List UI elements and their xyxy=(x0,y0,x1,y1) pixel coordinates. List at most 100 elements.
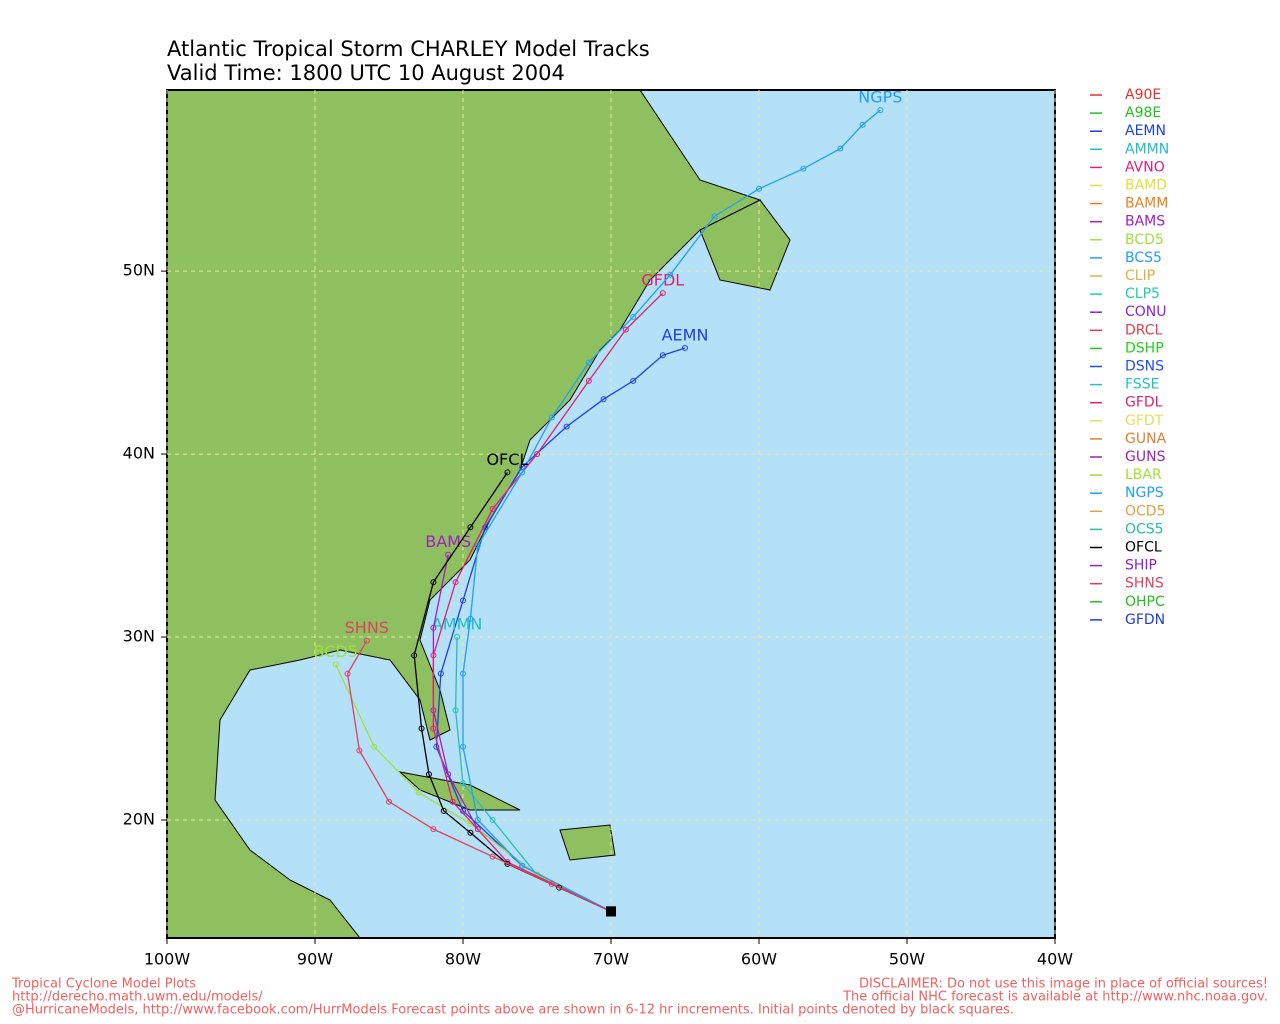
track-point xyxy=(460,780,466,787)
disclaimer: DISCLAIMER: Do not use this image in pla… xyxy=(859,977,1268,992)
footer: http://derecho.math.uwm.edu/models/ xyxy=(12,990,263,1005)
track-point xyxy=(430,579,437,586)
track-point xyxy=(877,107,884,114)
initial-point xyxy=(606,906,616,917)
legend-label: OHPC xyxy=(1125,594,1165,610)
track-point xyxy=(411,652,418,659)
x-tick-label: 40W xyxy=(1037,950,1073,969)
subtitle: Valid Time: 1800 UTC 10 August 2004 xyxy=(167,61,565,85)
track-point xyxy=(556,884,563,891)
track-point xyxy=(445,551,452,558)
track-point xyxy=(534,451,540,458)
track-point xyxy=(356,747,363,754)
legend-label: SHIP xyxy=(1125,558,1157,574)
legend-label: BAMD xyxy=(1125,178,1167,194)
legend-label: A90E xyxy=(1125,87,1161,103)
track-label: SHNS xyxy=(345,618,389,637)
footer: Tropical Cyclone Model Plots xyxy=(11,977,196,992)
track-point xyxy=(418,725,425,732)
legend-label: LBAR xyxy=(1125,467,1162,483)
track-point xyxy=(452,707,459,714)
track-point xyxy=(460,597,466,604)
track-point xyxy=(489,816,496,823)
x-tick-label: 50W xyxy=(889,950,925,969)
legend-label: AEMN xyxy=(1125,123,1166,139)
track-point xyxy=(585,377,592,384)
track-label: BAMS xyxy=(425,532,471,551)
track-point xyxy=(344,670,351,677)
legend-label: OCS5 xyxy=(1125,521,1164,537)
track-label: AEMN xyxy=(662,325,709,344)
legend-label: CLIP xyxy=(1125,268,1155,284)
track-point xyxy=(659,352,666,359)
legend-label: AMMN xyxy=(1125,141,1169,157)
track-point xyxy=(467,615,474,622)
track-point xyxy=(585,359,592,366)
tracks: AEMN AMMN BAMS BCD5 GFDL NGPS OFCL SHNS xyxy=(314,90,902,917)
legend-label: GUNS xyxy=(1125,449,1166,465)
legend-label: GUNA xyxy=(1125,431,1167,447)
legend-label: NGPS xyxy=(1125,485,1164,501)
track-point xyxy=(859,121,866,128)
track-point xyxy=(519,862,526,869)
track-point xyxy=(630,377,637,384)
x-tick-label: 70W xyxy=(593,950,629,969)
legend-label: BAMM xyxy=(1125,196,1168,212)
track-point xyxy=(440,807,447,814)
y-tick-label: 40N xyxy=(123,444,155,463)
x-tick-label: 60W xyxy=(741,950,777,969)
y-tick-label: 30N xyxy=(123,627,155,646)
footer: @HurricaneModels, http://www.facebook.co… xyxy=(12,1003,1014,1018)
track-point xyxy=(430,826,437,833)
track-point xyxy=(460,670,466,677)
track-point xyxy=(756,185,762,192)
x-tick-label: 90W xyxy=(297,950,333,969)
track-point xyxy=(563,423,570,430)
legend-label: DSNS xyxy=(1125,359,1164,375)
legend-label: OCD5 xyxy=(1125,503,1165,519)
legend-label: CLP5 xyxy=(1125,286,1160,302)
disclaimer: The official NHC forecast is available a… xyxy=(842,990,1268,1005)
track-point xyxy=(474,816,481,823)
track-point xyxy=(711,213,718,220)
track-point xyxy=(600,396,607,403)
track-label: OFCL xyxy=(486,450,528,469)
track-point xyxy=(371,743,378,750)
x-tick-label: 80W xyxy=(445,950,481,969)
track-point xyxy=(548,881,555,888)
x-tick-label: 100W xyxy=(144,950,191,969)
legend-label: GFDN xyxy=(1125,612,1165,628)
track-point xyxy=(437,670,444,677)
legend-label: DRCL xyxy=(1125,322,1163,338)
track-point xyxy=(489,853,496,860)
track xyxy=(432,292,664,913)
track-point xyxy=(659,290,666,297)
track-point xyxy=(504,469,511,476)
track-label: GFDL xyxy=(641,271,684,290)
track xyxy=(462,109,881,913)
track-point xyxy=(460,743,466,750)
track-point xyxy=(667,271,674,278)
track-point xyxy=(425,771,432,778)
legend-label: BAMS xyxy=(1125,214,1165,230)
track-point xyxy=(454,634,461,641)
track-point xyxy=(837,145,844,152)
legend-label: BCD5 xyxy=(1125,232,1164,248)
legend-label: AVNO xyxy=(1125,159,1165,175)
track-point xyxy=(449,798,456,805)
track-point xyxy=(630,313,637,320)
track-point xyxy=(430,624,437,631)
legend-label: DSHP xyxy=(1125,340,1164,356)
track-point xyxy=(519,469,526,476)
legend-label: A98E xyxy=(1125,105,1161,121)
track-point xyxy=(489,505,496,512)
track-point xyxy=(474,542,481,549)
track-point xyxy=(800,165,807,172)
track-label: AMMN xyxy=(432,615,483,634)
title: Atlantic Tropical Storm CHARLEY Model Tr… xyxy=(167,37,650,61)
track-point xyxy=(332,661,339,668)
legend-label: GFDL xyxy=(1125,395,1163,411)
track-point xyxy=(467,829,474,836)
track-point xyxy=(430,652,437,659)
